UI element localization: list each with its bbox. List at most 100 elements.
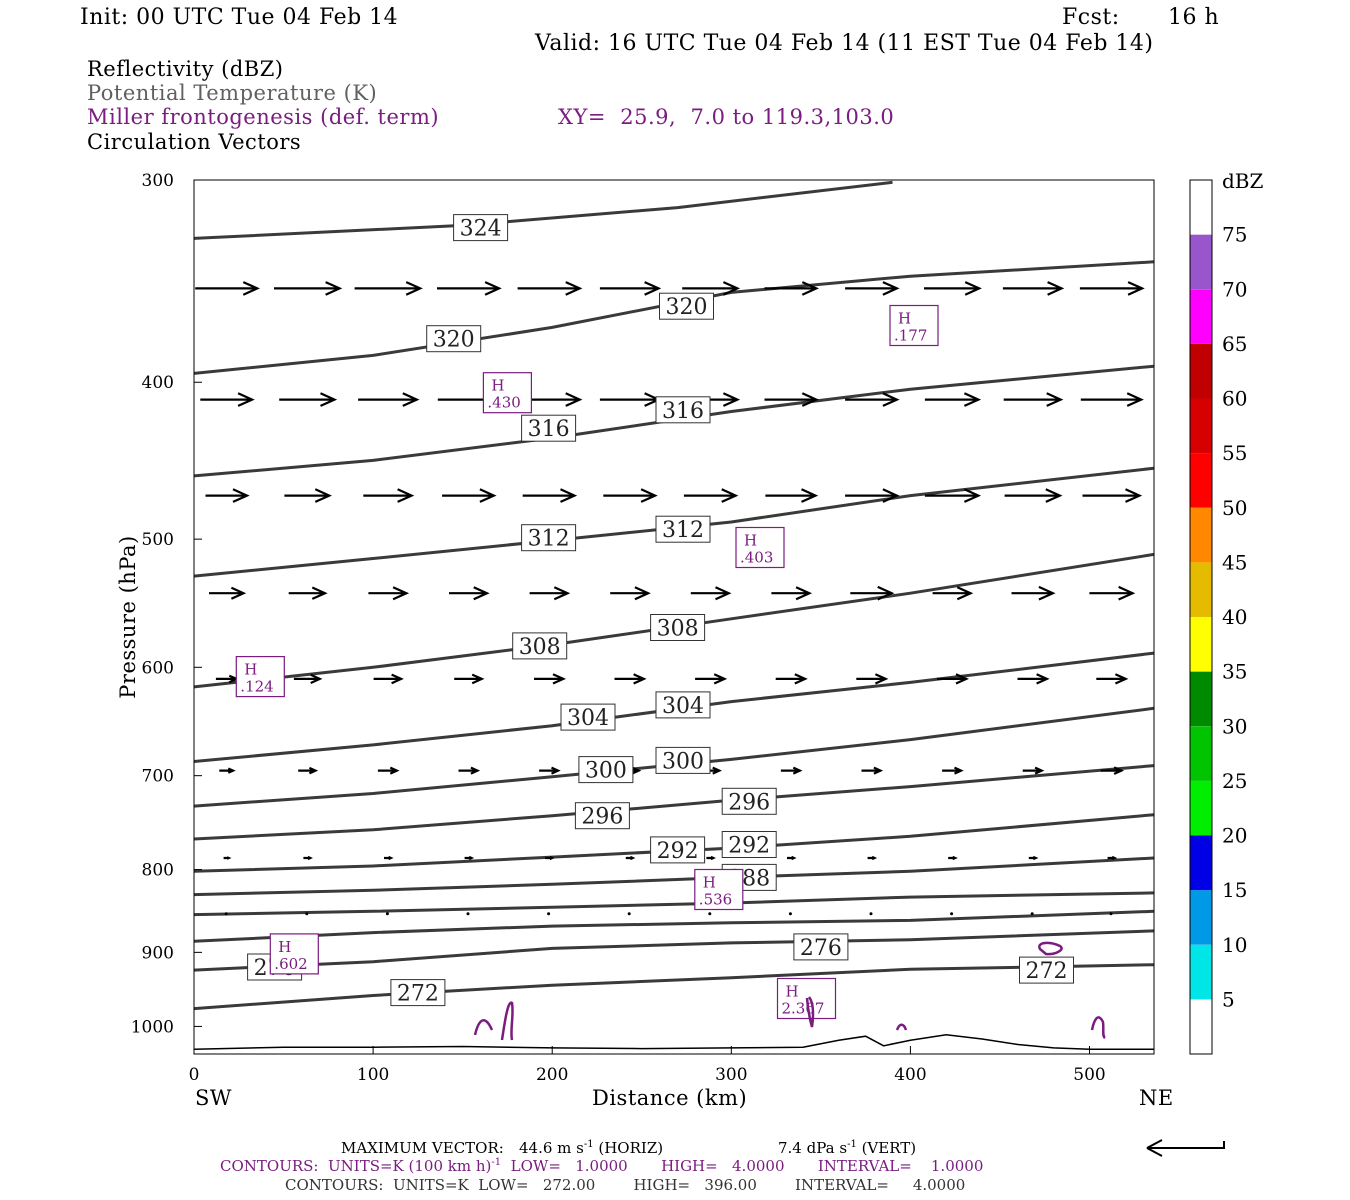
circulation-vector [764, 281, 819, 296]
colorbar-swatch [1190, 234, 1212, 290]
circulation-vector [861, 766, 884, 775]
fronto-contour [1038, 941, 1063, 956]
circulation-vector [599, 392, 662, 407]
colorbar-swatch [1190, 726, 1212, 781]
theta-label: 272 [390, 979, 446, 1007]
circulation-vector [867, 855, 878, 861]
field-potential-temperature: Potential Temperature (K) [87, 81, 378, 105]
circulation-vector [1107, 855, 1118, 861]
vector-dot [708, 912, 712, 916]
terrain-surface [194, 1034, 1154, 1051]
colorbar-swatch [1190, 671, 1212, 727]
colorbar-swatch [1190, 507, 1212, 563]
colorbar-level: 75 [1222, 223, 1247, 247]
circulation-vector [539, 766, 561, 775]
circulation-vector [529, 586, 571, 601]
circulation-vector [303, 855, 313, 861]
circulation-vector [682, 281, 741, 296]
circulation-vector [293, 673, 323, 685]
theta-label-text: 316 [528, 417, 570, 442]
vector-dot [224, 912, 228, 916]
terrain-line [194, 1034, 1154, 1051]
circulation-vector [924, 392, 982, 407]
plot-frame [193, 179, 1155, 1055]
theta-label-text: 324 [460, 217, 502, 242]
fronto-max-label: H [744, 532, 757, 550]
theta-line-312 [194, 466, 1154, 578]
theta-label-text: 296 [728, 790, 770, 815]
vector-dot [627, 912, 631, 916]
theta-line-296 [194, 764, 1154, 841]
circulation-vector [437, 281, 502, 296]
fronto-max-value: 2.367 [782, 1000, 825, 1018]
circulation-vector [1004, 488, 1063, 503]
theta-label: 304 [655, 691, 711, 719]
circulation-vector [856, 673, 889, 685]
circulation-vector [845, 488, 900, 503]
circulation-vector [1079, 281, 1145, 296]
colorbar-swatch [1190, 343, 1212, 399]
max-vector-label: MAXIMUM VECTOR: [341, 1139, 504, 1157]
fronto-max-value: .177 [894, 327, 927, 345]
circulation-vector [464, 855, 475, 861]
circulation-vector [614, 673, 647, 685]
circulation-vector [363, 488, 415, 503]
reflectivity-colorbar: 5 10 15 20 25 30 35 40 45 50 55 60 65 70 75 dBZ [1189, 169, 1264, 1055]
theta-label: 304 [560, 703, 616, 731]
init-time: Init: 00 UTC Tue 04 Feb 14 [80, 5, 399, 30]
theta-label-text: 296 [581, 805, 623, 830]
reference-vector-arrow [1147, 1141, 1225, 1149]
theta-label-text: 272 [397, 982, 439, 1007]
circulation-vector [924, 281, 982, 296]
circulation-vector [195, 281, 260, 296]
circulation-vector [599, 281, 662, 296]
colorbar-swatch [1190, 617, 1212, 672]
circulation-vector [845, 392, 900, 407]
colorbar-swatch [1190, 289, 1212, 344]
colorbar-level: 10 [1222, 933, 1247, 957]
circulation-vector [1089, 585, 1136, 601]
field-circulation: Circulation Vectors [87, 130, 302, 154]
colorbar-level: 5 [1222, 987, 1235, 1011]
x-end-left: SW [195, 1086, 232, 1110]
circulation-vector [942, 766, 964, 775]
theta-label: 308 [512, 632, 568, 660]
colorbar-swatch [1190, 999, 1212, 1054]
circulation-vector [1003, 392, 1064, 407]
colorbar-level: 65 [1222, 332, 1247, 356]
colorbar-frame [1189, 179, 1213, 1055]
circulation-vector [377, 766, 400, 775]
theta-label: 312 [655, 515, 711, 543]
cross-section-xy: XY= 25.9, 7.0 to 119.3,103.0 [558, 105, 895, 129]
circulation-vector [1017, 673, 1050, 685]
x-tick-label: 100 [357, 1065, 389, 1085]
theta-label-text: 312 [528, 527, 570, 552]
circulation-vector [534, 673, 566, 685]
fronto-contour [473, 1018, 494, 1036]
circulation-vector [215, 674, 240, 684]
colorbar-title: dBZ [1222, 169, 1264, 193]
colorbar-swatch [1190, 453, 1212, 508]
theta-label-text: 272 [1026, 959, 1068, 984]
theta-line-300 [194, 706, 1154, 808]
theta-contour-labels: 324 320 320 316 316 312 312 308 308 304 304 300 300 2… [247, 214, 1074, 1007]
colorbar-level: 25 [1222, 769, 1247, 793]
theta-label: 292 [721, 831, 777, 859]
circulation-vector [279, 392, 338, 407]
fronto-max-box: H.536 [694, 868, 744, 911]
x-tick-label: 200 [536, 1065, 568, 1085]
vector-dot [1030, 912, 1034, 916]
vector-dot [869, 912, 873, 916]
max-vector-horiz: 44.6 m s-1 (HORIZ) [519, 1139, 664, 1157]
theta-label: 316 [655, 396, 711, 424]
fronto-max-box: H.403 [735, 526, 785, 569]
circulation-vector [845, 281, 900, 296]
fronto-max-label: H [491, 377, 504, 395]
fronto-contour [500, 1001, 514, 1041]
vector-dot [1109, 912, 1113, 916]
circulation-vector [1028, 855, 1039, 861]
theta-line-316 [194, 364, 1154, 478]
y-tick-label: 900 [142, 943, 174, 963]
circulation-vector [603, 488, 658, 503]
circulation-vector [1082, 488, 1143, 503]
